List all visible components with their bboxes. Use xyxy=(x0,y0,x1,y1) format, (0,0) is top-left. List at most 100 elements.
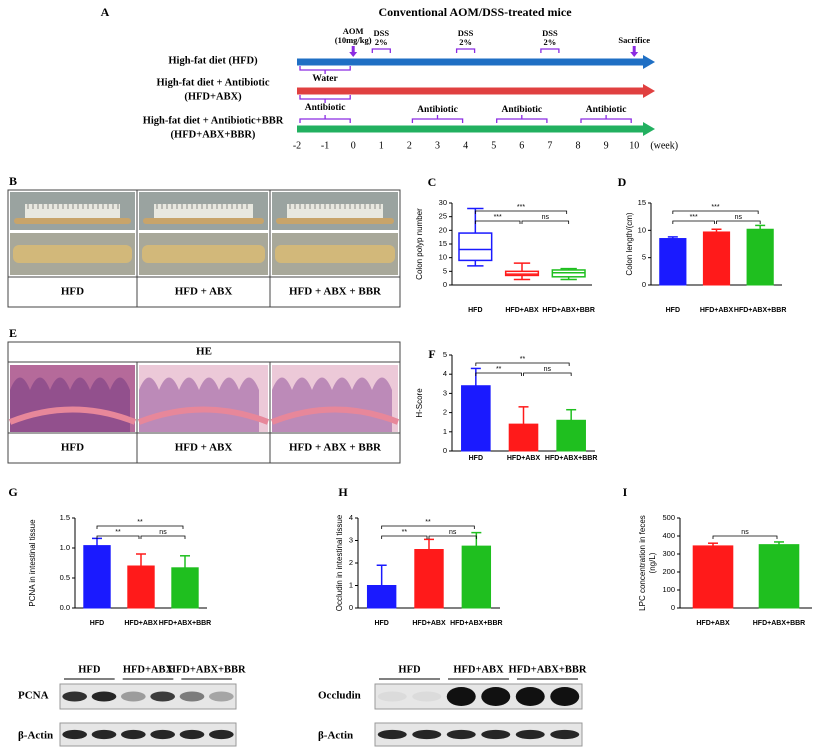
bracket xyxy=(299,115,351,123)
photo-label: HFD + ABX xyxy=(175,286,233,298)
band xyxy=(515,687,545,706)
band xyxy=(150,729,175,740)
band xyxy=(412,729,442,740)
bar xyxy=(127,565,155,609)
y-tick-label: 0 xyxy=(443,446,447,455)
y-tick-label: 400 xyxy=(662,531,675,540)
significance-label: ** xyxy=(115,529,121,536)
x-tick-label: HFD+ABX+BBR xyxy=(450,620,503,627)
bracket xyxy=(496,115,548,123)
event-label: (10mg/kg) xyxy=(335,35,372,45)
y-tick-label: 3 xyxy=(443,388,447,397)
group-label: (HFD+ABX) xyxy=(184,91,242,102)
week-tick-label: 5 xyxy=(491,140,496,151)
x-tick-label: HFD xyxy=(90,620,104,627)
significance-bracket xyxy=(474,210,568,214)
significance-label: *** xyxy=(517,204,525,211)
ruler xyxy=(25,204,120,218)
bar xyxy=(702,231,731,286)
muscle xyxy=(270,406,400,425)
blot-group-label: HFD+ABX+BBR xyxy=(509,664,587,675)
y-tick-label: 15 xyxy=(439,239,447,248)
event-label: AOM xyxy=(343,26,364,36)
x-tick-label: HFD xyxy=(469,455,483,462)
band xyxy=(412,691,442,702)
panel-letter: E xyxy=(9,326,17,340)
stain-label: HE xyxy=(196,346,212,358)
x-tick-label: HFD+ABX+BBR xyxy=(159,620,212,627)
tissue xyxy=(10,377,130,432)
significance-bracket xyxy=(475,372,522,376)
y-tick-label: 1.5 xyxy=(60,513,70,522)
y-tick-label: 1 xyxy=(443,427,447,436)
event-label: DSS xyxy=(458,28,474,38)
arrow-head xyxy=(643,84,655,98)
band xyxy=(150,691,175,702)
blot-group-label: HFD+ABX+BBR xyxy=(168,664,246,675)
week-tick-label: 10 xyxy=(629,140,639,151)
y-tick-label: 4 xyxy=(443,369,447,378)
significance-bracket xyxy=(96,525,184,529)
blot-target-label: PCNA xyxy=(18,690,49,702)
panel-letter: A xyxy=(101,5,110,19)
bracket-label: Antibiotic xyxy=(305,103,346,113)
significance-bracket xyxy=(96,535,140,539)
bar xyxy=(461,545,492,609)
colon xyxy=(13,245,132,263)
significance-bracket xyxy=(672,220,715,224)
significance-label: ** xyxy=(496,366,502,373)
significance-bracket xyxy=(672,210,759,214)
photo-label: HFD + ABX + BBR xyxy=(289,286,382,298)
tissue xyxy=(139,377,259,432)
bar xyxy=(366,585,397,609)
x-tick-label: HFD+ABX xyxy=(505,307,539,314)
photo-label: HFD xyxy=(61,286,84,298)
bar xyxy=(83,545,111,609)
bracket xyxy=(299,95,351,103)
colon xyxy=(143,218,264,224)
week-tick-label: 9 xyxy=(604,140,609,151)
y-tick-label: 1 xyxy=(349,580,353,589)
ruler xyxy=(287,204,383,218)
y-tick-label: 1.0 xyxy=(60,543,70,552)
week-tick-label: -1 xyxy=(321,140,329,151)
bar xyxy=(659,238,687,286)
y-tick-label: 30 xyxy=(439,198,447,207)
x-tick-label: HFD+ABX xyxy=(507,455,541,462)
significance-bracket xyxy=(381,525,475,529)
band xyxy=(179,729,205,740)
significance-label: ns xyxy=(741,529,749,536)
significance-bracket xyxy=(716,220,761,224)
band xyxy=(481,729,511,740)
treatment-bracket xyxy=(455,48,476,53)
y-tick-label: 3 xyxy=(349,535,353,544)
event-label: Sacrifice xyxy=(618,35,650,45)
bar xyxy=(414,549,444,609)
colon xyxy=(275,245,395,263)
week-tick-label: 8 xyxy=(576,140,581,151)
group-label: High-fat diet (HFD) xyxy=(168,55,258,66)
blot-control-label: β-Actin xyxy=(18,730,53,742)
band xyxy=(62,691,87,702)
y-tick-label: 10 xyxy=(638,225,646,234)
significance-bracket xyxy=(523,372,572,376)
y-tick-label: 15 xyxy=(638,198,646,207)
band xyxy=(550,687,580,706)
bar xyxy=(692,545,734,609)
significance-label: ** xyxy=(425,519,431,526)
y-tick-label: 5 xyxy=(642,253,646,262)
significance-bracket xyxy=(428,535,477,539)
panel-letter: I xyxy=(623,485,628,499)
y-axis-label: (ng/L) xyxy=(648,552,657,573)
blot xyxy=(59,683,237,710)
band xyxy=(446,687,476,706)
group-label: (HFD+ABX+BBR) xyxy=(171,129,256,140)
band xyxy=(550,729,580,740)
bracket xyxy=(411,115,464,123)
blot xyxy=(374,683,583,710)
blot-group-label: HFD xyxy=(398,664,421,675)
significance-label: ns xyxy=(544,366,552,373)
week-tick-label: -2 xyxy=(293,140,301,151)
y-tick-label: 0 xyxy=(349,603,353,612)
bar xyxy=(758,544,800,609)
